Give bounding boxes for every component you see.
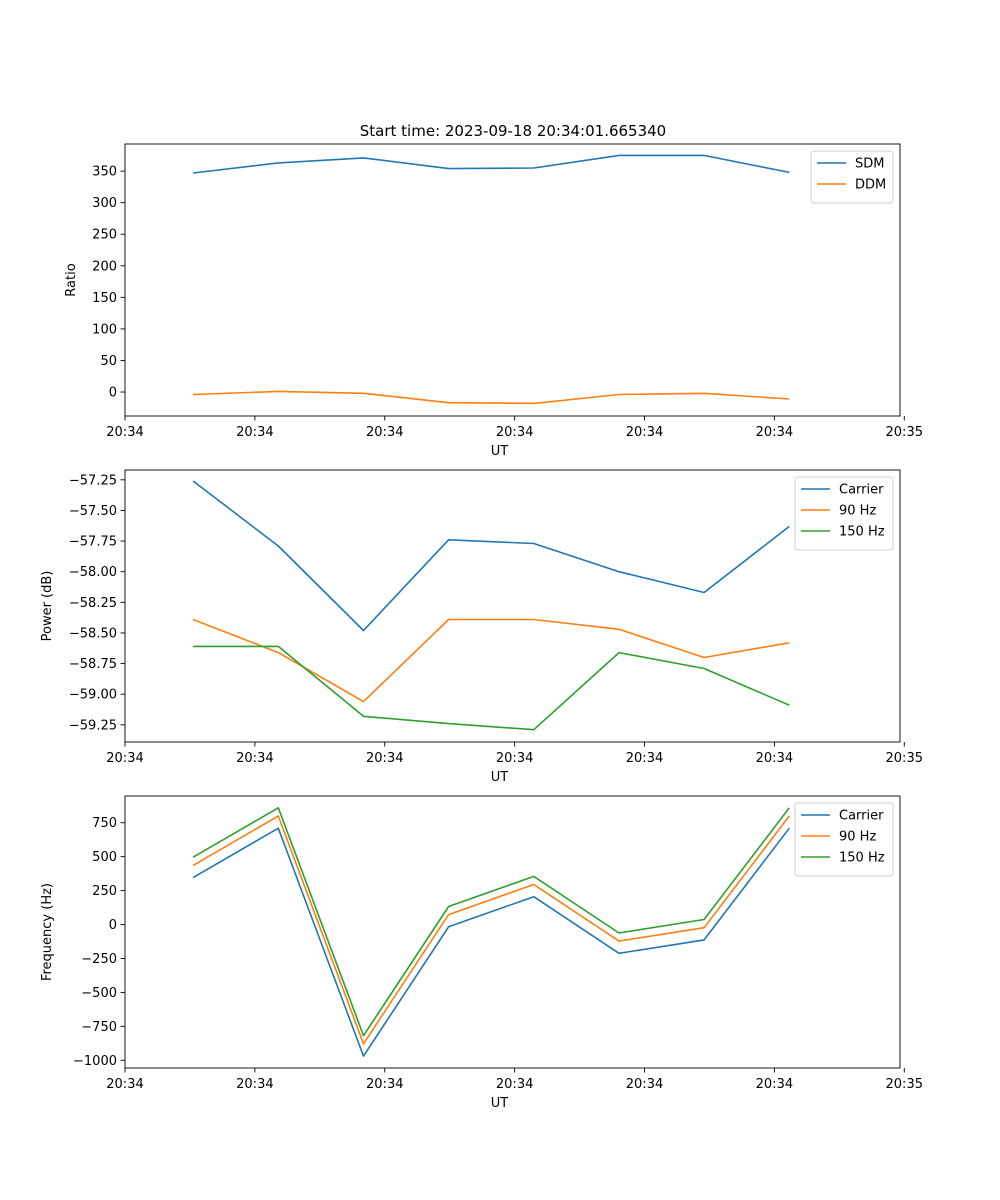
panel-2: 20:34 20:34 20:34 20:34 20:34 20:34 20:35 −59.2… (40, 469, 923, 785)
x-tick-label: 20:34 (626, 425, 663, 440)
series-line-sdm (193, 154, 790, 174)
x-tick-label: 20:34 (756, 1077, 793, 1092)
y-tick-label: −58.50 (69, 626, 117, 641)
y-tick-label: −57.50 (69, 504, 117, 519)
x-tick-label: 20:34 (496, 751, 533, 766)
series-line-carrier (192, 827, 790, 1057)
x-axis-label: UT (491, 444, 509, 459)
y-tick-label: −58.25 (69, 596, 117, 611)
panel-3: 20:34 20:34 20:34 20:34 20:34 20:34 20:35 −1000… (40, 795, 923, 1111)
y-tick-label: −58.75 (69, 657, 117, 672)
x-tick-label: 20:34 (106, 1077, 143, 1092)
figure-title: Start time: 2023-09-18 20:34:01.665340 (360, 122, 666, 140)
legend-label: 90 Hz (839, 504, 876, 519)
y-tick-label: 0 (109, 918, 117, 933)
x-tick-label: 20:34 (106, 751, 143, 766)
y-tick-label: −59.00 (69, 688, 117, 703)
y-tick-label: 350 (92, 165, 117, 180)
panels: 20:34 20:34 20:34 20:34 20:34 20:34 20:35 0 50 10… (40, 143, 923, 1111)
x-tick-label: 20:34 (756, 751, 793, 766)
y-axis-label: Frequency (Hz) (40, 883, 55, 981)
x-tick-label: 20:34 (366, 751, 403, 766)
x-tick-label: 20:34 (236, 425, 273, 440)
x-tick-label: 20:34 (366, 425, 403, 440)
y-tick-label: −57.25 (69, 473, 117, 488)
y-tick-label: −500 (81, 986, 117, 1001)
x-tick-label: 20:34 (626, 1077, 663, 1092)
legend-label: Carrier (839, 809, 884, 824)
legend-label: SDM (855, 157, 884, 172)
legend: Carrier 90 Hz 150 Hz (794, 476, 894, 551)
y-tick-label: −250 (81, 952, 117, 967)
y-tick-label: −58.00 (69, 565, 117, 580)
x-tick-label: 20:34 (106, 425, 143, 440)
y-tick-label: −59.25 (69, 718, 117, 733)
series-line-carrier (192, 480, 790, 632)
legend-label: 150 Hz (839, 525, 885, 540)
panel-1: 20:34 20:34 20:34 20:34 20:34 20:34 20:35 0 50 10… (64, 143, 923, 459)
y-tick-label: 50 (100, 354, 117, 369)
x-tick-label: 20:34 (236, 1077, 273, 1092)
x-tick-label: 20:34 (366, 1077, 403, 1092)
y-tick-label: 300 (92, 196, 117, 211)
axes-frame (124, 143, 901, 417)
x-tick-label: 20:34 (756, 425, 793, 440)
y-axis-label: Ratio (64, 263, 79, 296)
y-tick-label: 150 (92, 291, 117, 306)
x-tick-label: 20:34 (236, 751, 273, 766)
legend: Carrier 90 Hz 150 Hz (794, 802, 894, 877)
legend-label: 150 Hz (839, 851, 885, 866)
legend-box (810, 150, 894, 204)
series-line-90-hz (192, 618, 790, 703)
axes-frame (124, 795, 901, 1069)
legend: SDM DDM (810, 150, 894, 204)
x-tick-label: 20:34 (496, 425, 533, 440)
series-line-150-hz (193, 645, 790, 731)
y-tick-label: −57.75 (69, 535, 117, 550)
axes-frame (124, 469, 901, 743)
y-tick-label: 200 (92, 259, 117, 274)
y-axis-label: Power (dB) (40, 571, 55, 642)
x-axis-label: UT (491, 770, 509, 785)
y-tick-label: 250 (92, 228, 117, 243)
x-tick-label: 20:35 (886, 751, 923, 766)
y-tick-label: 0 (109, 386, 117, 401)
y-tick-label: 100 (92, 322, 117, 337)
x-axis-label: UT (491, 1096, 509, 1111)
legend-label: 90 Hz (839, 830, 876, 845)
y-tick-label: −1000 (73, 1054, 117, 1069)
series-line-90-hz (192, 815, 790, 1045)
series-line-ddm (193, 390, 790, 405)
x-tick-label: 20:34 (496, 1077, 533, 1092)
series-line-150-hz (192, 806, 790, 1037)
x-tick-label: 20:35 (886, 425, 923, 440)
y-tick-label: 500 (92, 850, 117, 865)
x-tick-label: 20:35 (886, 1077, 923, 1092)
legend-label: DDM (855, 178, 886, 193)
legend-label: Carrier (839, 483, 884, 498)
y-tick-label: −750 (81, 1020, 117, 1035)
x-tick-label: 20:34 (626, 751, 663, 766)
y-tick-label: 750 (92, 816, 117, 831)
y-tick-label: 250 (92, 884, 117, 899)
